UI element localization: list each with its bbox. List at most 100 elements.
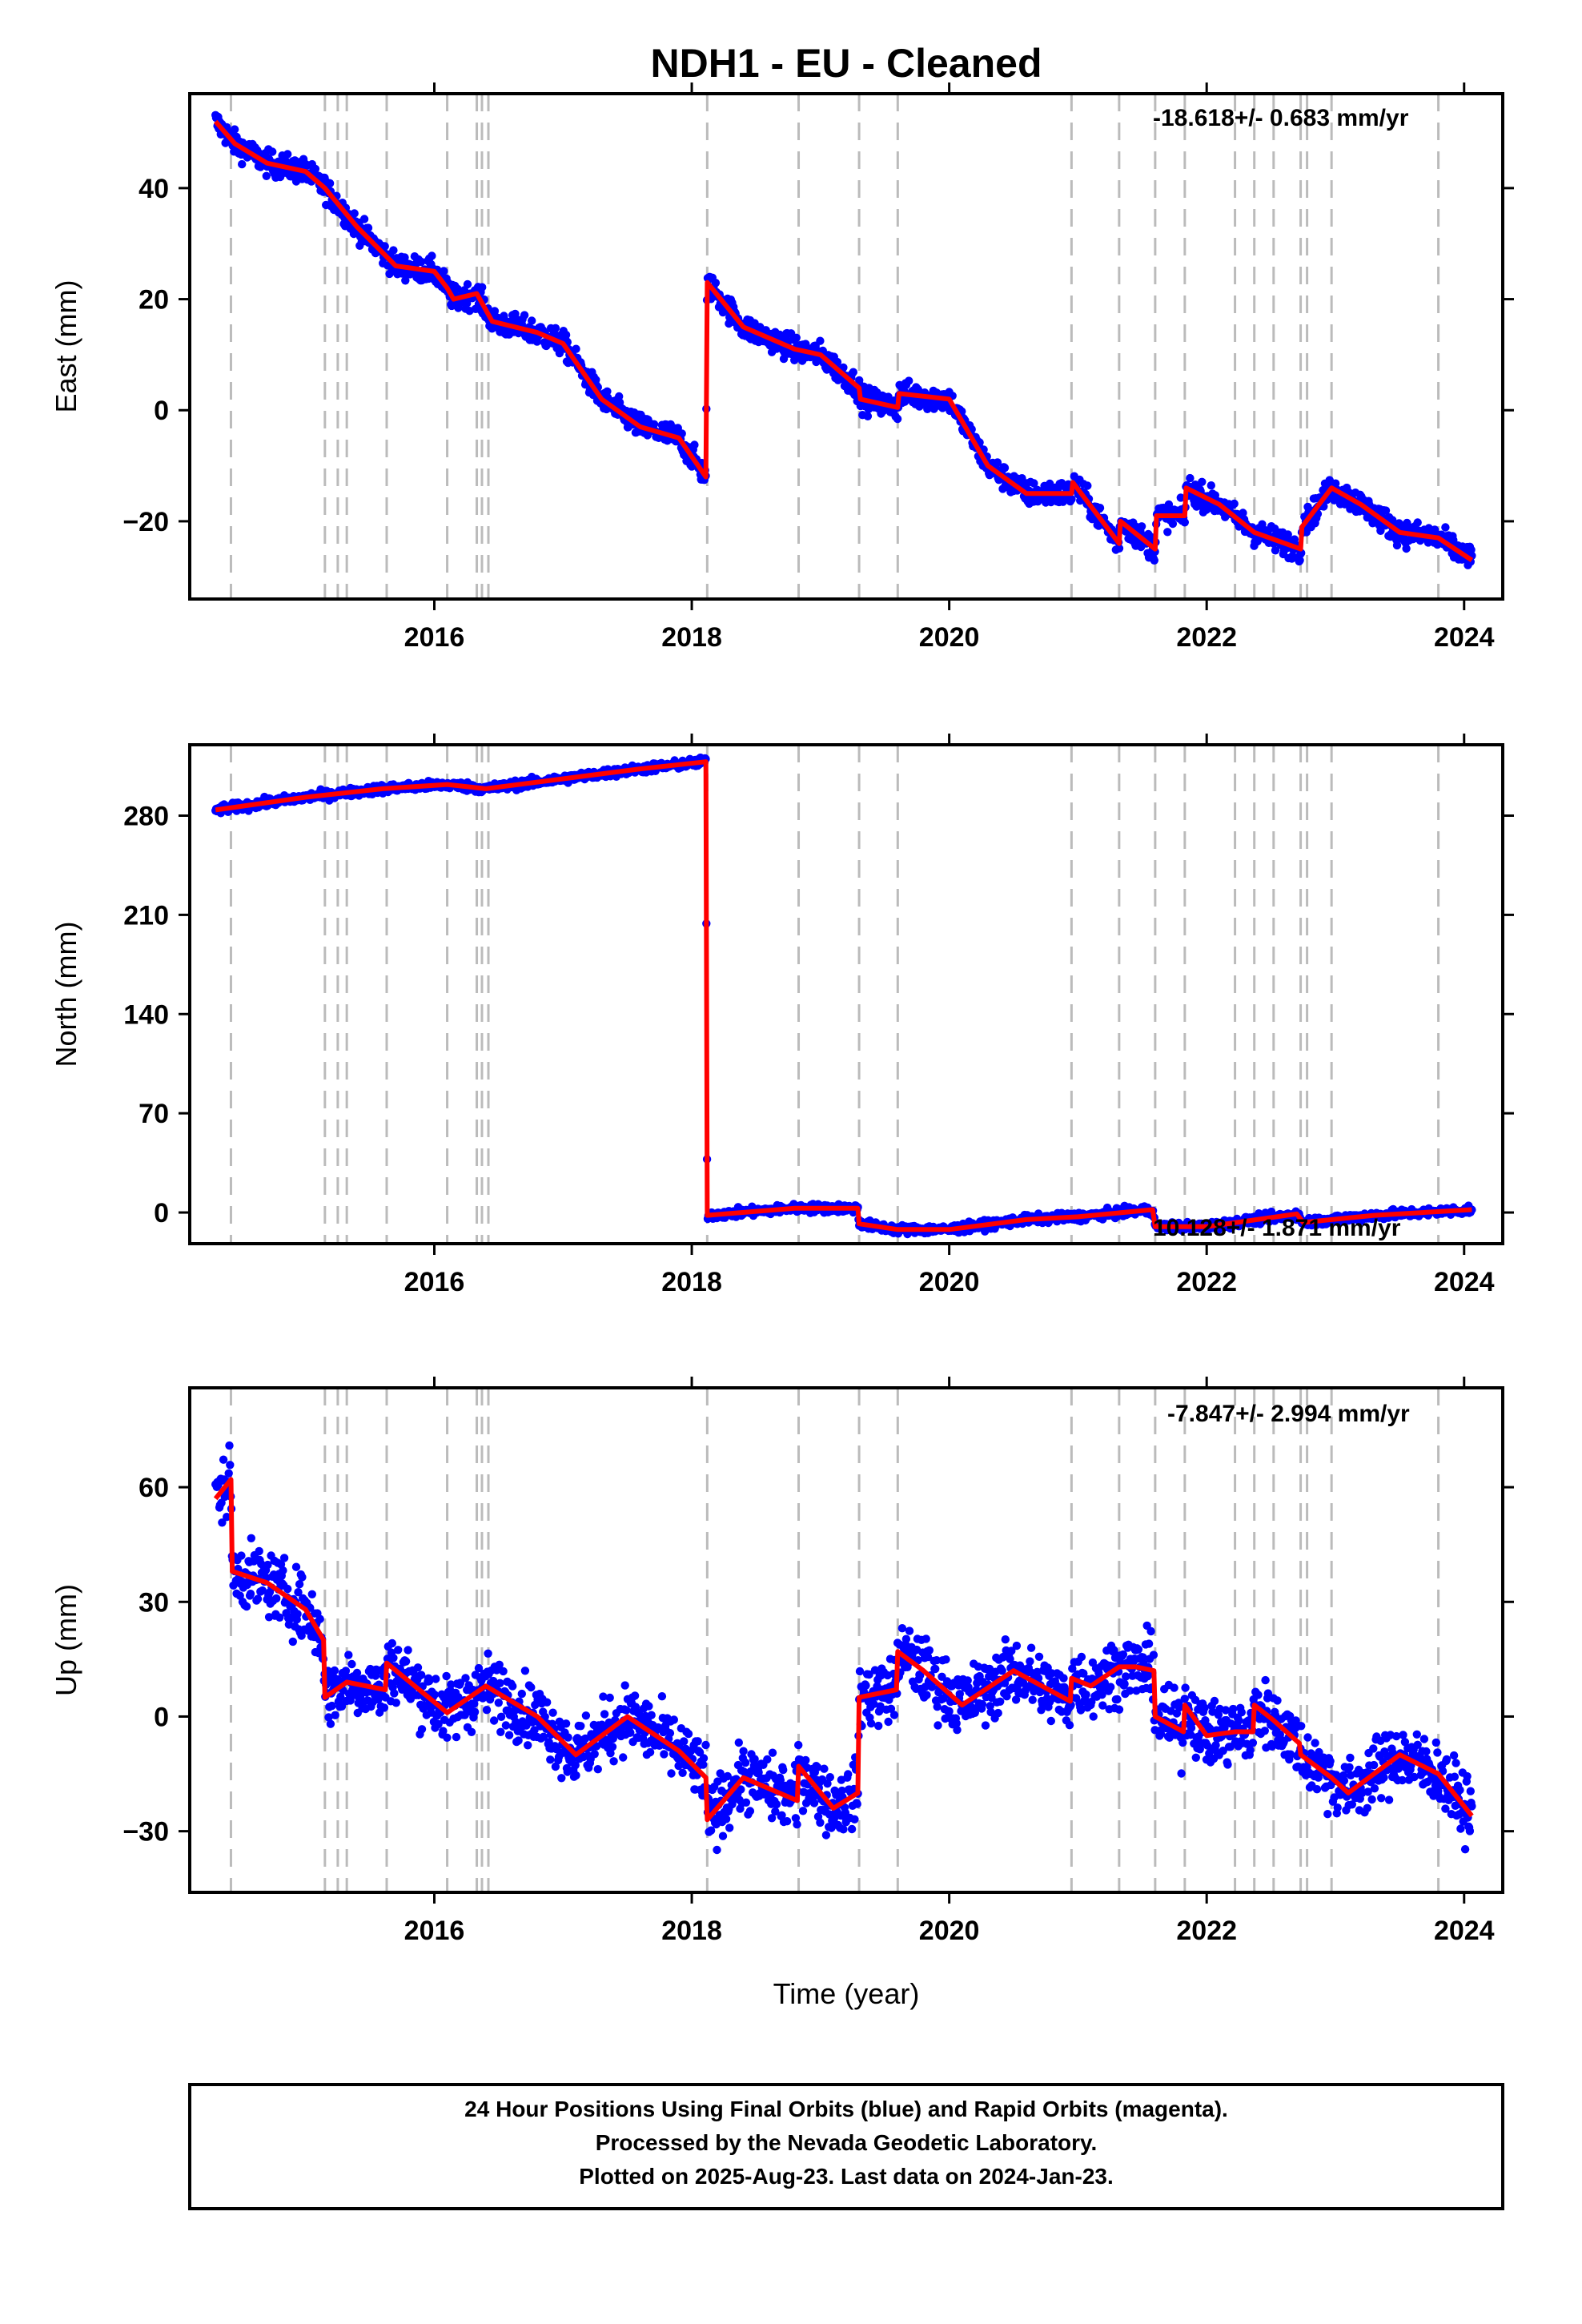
data-point <box>363 223 373 232</box>
data-point <box>499 1667 508 1676</box>
data-point <box>823 1779 832 1788</box>
data-point <box>861 1681 870 1690</box>
data-point <box>247 1534 255 1543</box>
data-point <box>1283 530 1292 539</box>
data-point <box>434 1719 443 1729</box>
data-point <box>1083 481 1092 490</box>
data-point <box>291 1562 301 1571</box>
data-point <box>776 1775 785 1785</box>
y-tick-label: 0 <box>154 396 169 426</box>
data-point <box>723 1771 732 1781</box>
data-point <box>1413 518 1422 527</box>
rate-label: 10.128+/- 1.871 mm/yr <box>1153 1215 1401 1241</box>
data-point <box>820 1764 829 1773</box>
data-point <box>294 1588 303 1597</box>
data-point <box>794 1740 803 1750</box>
data-point <box>470 1699 479 1708</box>
data-point <box>482 1706 492 1715</box>
data-point <box>350 209 359 218</box>
data-point <box>394 1646 403 1655</box>
data-point <box>504 1731 514 1739</box>
data-point <box>847 1824 857 1834</box>
data-point <box>417 1725 427 1734</box>
data-point <box>223 1513 231 1522</box>
data-point <box>866 1719 876 1728</box>
data-point <box>428 251 436 260</box>
data-point <box>750 1755 759 1763</box>
data-point <box>825 1773 835 1782</box>
data-point <box>763 1755 772 1764</box>
data-point <box>699 1754 709 1763</box>
data-point <box>603 387 612 396</box>
data-point <box>391 1699 400 1707</box>
data-point <box>478 283 487 292</box>
data-point <box>546 1755 555 1764</box>
data-point <box>622 1706 631 1715</box>
data-point <box>347 1659 356 1669</box>
x-tick-label: 2020 <box>919 622 980 653</box>
data-point <box>684 1729 693 1739</box>
data-point <box>667 1769 676 1778</box>
data-point <box>572 1771 580 1780</box>
data-point <box>745 1807 755 1815</box>
figure-title: NDH1 - EU - Cleaned <box>651 41 1042 86</box>
x-tick-label: 2022 <box>1176 1267 1237 1297</box>
data-point <box>734 1738 743 1747</box>
data-point <box>453 284 462 293</box>
data-point <box>833 357 842 367</box>
data-point <box>713 1845 721 1855</box>
data-point <box>279 1566 287 1575</box>
data-point <box>551 1762 560 1771</box>
data-point <box>539 1732 548 1741</box>
data-point <box>1295 556 1304 565</box>
data-point <box>593 1765 602 1774</box>
data-point <box>238 159 247 169</box>
data-point <box>557 1774 566 1783</box>
data-point <box>693 1737 702 1746</box>
data-point <box>230 125 239 134</box>
data-point <box>527 1683 536 1692</box>
data-point <box>754 1767 763 1777</box>
data-point <box>609 1757 618 1766</box>
data-point <box>816 1818 825 1827</box>
data-point <box>443 1733 452 1742</box>
data-point <box>741 1758 750 1767</box>
data-point <box>844 1770 853 1779</box>
data-point <box>792 333 801 342</box>
data-point <box>1186 473 1195 483</box>
y-tick-label: 0 <box>154 1198 169 1228</box>
data-point <box>813 1763 822 1771</box>
data-point <box>600 1710 609 1719</box>
data-point <box>855 1667 865 1676</box>
data-point <box>1388 516 1397 525</box>
data-point <box>496 1712 506 1721</box>
data-point <box>224 1469 233 1478</box>
data-point <box>1392 541 1402 550</box>
data-point <box>798 1807 808 1815</box>
data-point <box>237 1551 246 1560</box>
data-point <box>561 331 571 340</box>
data-point <box>544 1738 553 1747</box>
data-point <box>645 1747 655 1757</box>
data-point <box>1114 544 1124 553</box>
data-point <box>325 179 335 188</box>
data-point <box>501 1721 511 1730</box>
panel-frame <box>188 743 1504 1245</box>
data-point <box>647 1711 656 1719</box>
data-point <box>608 1743 617 1751</box>
data-point <box>440 267 448 275</box>
data-point <box>379 1703 389 1712</box>
data-point <box>706 1826 716 1835</box>
y-tick-label: −20 <box>122 507 169 537</box>
data-point <box>1381 506 1391 515</box>
data-point <box>1067 495 1076 504</box>
data-point <box>293 1610 302 1618</box>
x-tick-label: 2020 <box>919 1267 980 1297</box>
data-point <box>352 1668 362 1678</box>
data-point <box>432 1675 440 1683</box>
data-point <box>901 1634 911 1643</box>
data-point <box>219 1455 228 1464</box>
y-axis-label: North (mm) <box>50 922 82 1068</box>
